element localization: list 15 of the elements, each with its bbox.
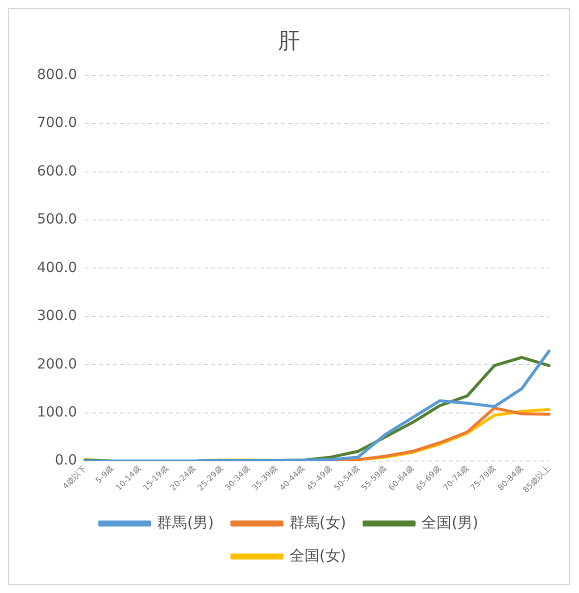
y-tick-label: 600.0 bbox=[36, 163, 78, 180]
legend-label: 群馬(女) bbox=[289, 513, 346, 532]
y-tick-label: 100.0 bbox=[36, 404, 78, 420]
y-tick-label: 400.0 bbox=[36, 260, 78, 276]
y-tick-label: 300.0 bbox=[36, 308, 78, 324]
legend-label: 群馬(男) bbox=[157, 513, 214, 532]
y-tick-label: 200.0 bbox=[36, 356, 78, 372]
y-tick-label: 700.0 bbox=[36, 115, 78, 132]
legend-label: 全国(女) bbox=[289, 546, 346, 564]
chart-title: 肝 bbox=[278, 28, 300, 54]
legend-label: 全国(男) bbox=[422, 513, 478, 532]
y-tick-label: 500.0 bbox=[36, 212, 78, 228]
x-tick-label: 5-9歳 bbox=[94, 464, 116, 486]
y-tick-label: 800.0 bbox=[36, 67, 78, 84]
x-tick-label: 85歳以上 bbox=[521, 464, 552, 494]
